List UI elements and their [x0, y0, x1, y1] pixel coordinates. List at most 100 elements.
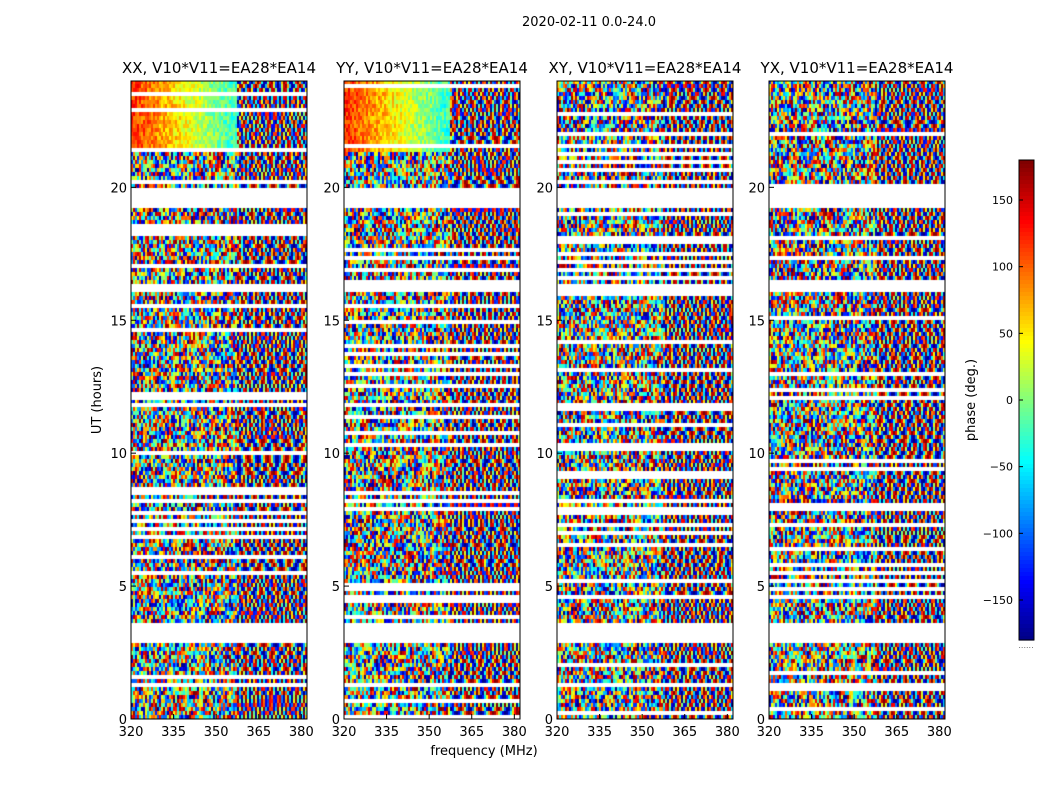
colorbar-swatch — [1019, 232, 1034, 237]
x-tick-label: 335 — [374, 725, 399, 740]
panel-title: XX, V10*V11=EA28*EA14 — [122, 59, 316, 77]
colorbar-swatch — [1019, 360, 1034, 365]
colorbar-swatch — [1019, 372, 1034, 377]
x-tick-label: 350 — [630, 725, 655, 740]
x-tick-label: 350 — [204, 725, 229, 740]
colorbar-swatch — [1019, 596, 1034, 601]
colorbar-swatch — [1019, 176, 1034, 181]
colorbar-swatch — [1019, 468, 1034, 473]
panel-title: YX, V10*V11=EA28*EA14 — [760, 59, 954, 77]
colorbar-swatch — [1019, 240, 1034, 245]
colorbar-swatch — [1019, 404, 1034, 409]
colorbar-swatch — [1019, 508, 1034, 513]
colorbar-swatch — [1019, 624, 1034, 629]
colorbar-swatch — [1019, 248, 1034, 253]
colorbar-swatch — [1019, 184, 1034, 189]
panel-3: XY, V10*V11=EA28*EA14 320 335 350 365 380 0 5 10… — [536, 59, 741, 740]
y-tick-label: 15 — [748, 314, 765, 329]
x-axis-label: frequency (MHz) — [430, 744, 537, 759]
panel-4: YX, V10*V11=EA28*EA14 320 335 350 365 380 0 5 10… — [748, 59, 953, 740]
colorbar-swatch — [1019, 540, 1034, 545]
colorbar-label: phase (deg.) — [964, 359, 979, 441]
colorbar-swatch — [1019, 400, 1034, 405]
colorbar-swatch — [1019, 216, 1034, 221]
colorbar-swatch — [1019, 440, 1034, 445]
colorbar-swatch — [1019, 584, 1034, 589]
colorbar-swatch — [1019, 492, 1034, 497]
panel-frame — [768, 80, 946, 720]
colorbar-swatch — [1019, 308, 1034, 313]
colorbar-swatch — [1019, 268, 1034, 273]
y-tick-label: 0 — [332, 713, 340, 728]
colorbar-swatch — [1019, 196, 1034, 201]
colorbar-swatch — [1019, 444, 1034, 449]
colorbar-swatch — [1019, 608, 1034, 613]
y-tick-label: 5 — [757, 580, 765, 595]
panel-title: XY, V10*V11=EA28*EA14 — [549, 59, 742, 77]
x-tick-label: 365 — [459, 725, 484, 740]
colorbar-swatch — [1019, 456, 1034, 461]
y-tick-label: 5 — [119, 580, 127, 595]
panel-2: YY, V10*V11=EA28*EA14 320 335 350 365 380 0 5 10… — [323, 59, 527, 740]
colorbar-swatch — [1019, 588, 1034, 593]
y-tick-label: 10 — [536, 447, 553, 462]
colorbar-swatch — [1019, 448, 1034, 453]
colorbar-tick-label: −150 — [983, 594, 1013, 607]
colorbar-swatch — [1019, 180, 1034, 185]
colorbar-swatch — [1019, 324, 1034, 329]
panel-frame — [343, 80, 521, 720]
colorbar-swatch — [1019, 368, 1034, 373]
colorbar-swatch — [1019, 552, 1034, 557]
colorbar-swatch — [1019, 252, 1034, 257]
x-tick-label: 380 — [289, 725, 314, 740]
panel-heatmap-image — [769, 81, 945, 719]
colorbar-swatch — [1019, 348, 1034, 353]
colorbar-swatch — [1019, 364, 1034, 369]
x-tick-label: 380 — [502, 725, 527, 740]
colorbar-swatch — [1019, 580, 1034, 585]
colorbar-swatch — [1019, 500, 1034, 505]
colorbar-swatch — [1019, 228, 1034, 233]
colorbar-swatch — [1019, 260, 1034, 265]
colorbar-swatch — [1019, 480, 1034, 485]
colorbar-swatch — [1019, 264, 1034, 269]
colorbar-swatch — [1019, 564, 1034, 569]
colorbar-swatch — [1019, 612, 1034, 617]
colorbar-tick-label: 150 — [992, 194, 1013, 207]
colorbar-swatch — [1019, 636, 1034, 641]
x-tick-label: 335 — [799, 725, 824, 740]
panels-group: XX, V10*V11=EA28*EA14 320 335 350 365 380 0 5 10… — [110, 59, 953, 740]
x-tick-label: 320 — [119, 725, 144, 740]
colorbar-swatch — [1019, 516, 1034, 521]
colorbar: 150 100 50 0 −50 −100 −150 — [983, 159, 1035, 641]
colorbar-tick-label: 50 — [999, 327, 1013, 340]
colorbar-swatch — [1019, 316, 1034, 321]
colorbar-swatch — [1019, 344, 1034, 349]
colorbar-dots: ...... — [1018, 641, 1033, 650]
colorbar-swatch — [1019, 548, 1034, 553]
colorbar-swatch — [1019, 604, 1034, 609]
colorbar-swatch — [1019, 164, 1034, 169]
colorbar-swatch — [1019, 428, 1034, 433]
colorbar-swatch — [1019, 528, 1034, 533]
colorbar-swatch — [1019, 432, 1034, 437]
colorbar-swatch — [1019, 396, 1034, 401]
colorbar-swatch — [1019, 356, 1034, 361]
y-tick-label: 20 — [536, 181, 553, 196]
y-tick-label: 5 — [332, 580, 340, 595]
x-tick-label: 365 — [672, 725, 697, 740]
colorbar-swatch — [1019, 244, 1034, 249]
colorbar-swatch — [1019, 292, 1034, 297]
colorbar-swatch — [1019, 628, 1034, 633]
colorbar-swatch — [1019, 556, 1034, 561]
x-tick-label: 320 — [332, 725, 357, 740]
y-tick-label: 10 — [323, 447, 340, 462]
colorbar-swatch — [1019, 436, 1034, 441]
colorbar-swatch — [1019, 472, 1034, 477]
y-tick-label: 20 — [110, 181, 127, 196]
colorbar-swatch — [1019, 200, 1034, 205]
colorbar-swatch — [1019, 408, 1034, 413]
panel-1: XX, V10*V11=EA28*EA14 320 335 350 365 380 0 5 10… — [110, 59, 316, 740]
panel-frame — [556, 80, 734, 720]
panel-heatmap-image — [557, 81, 733, 719]
